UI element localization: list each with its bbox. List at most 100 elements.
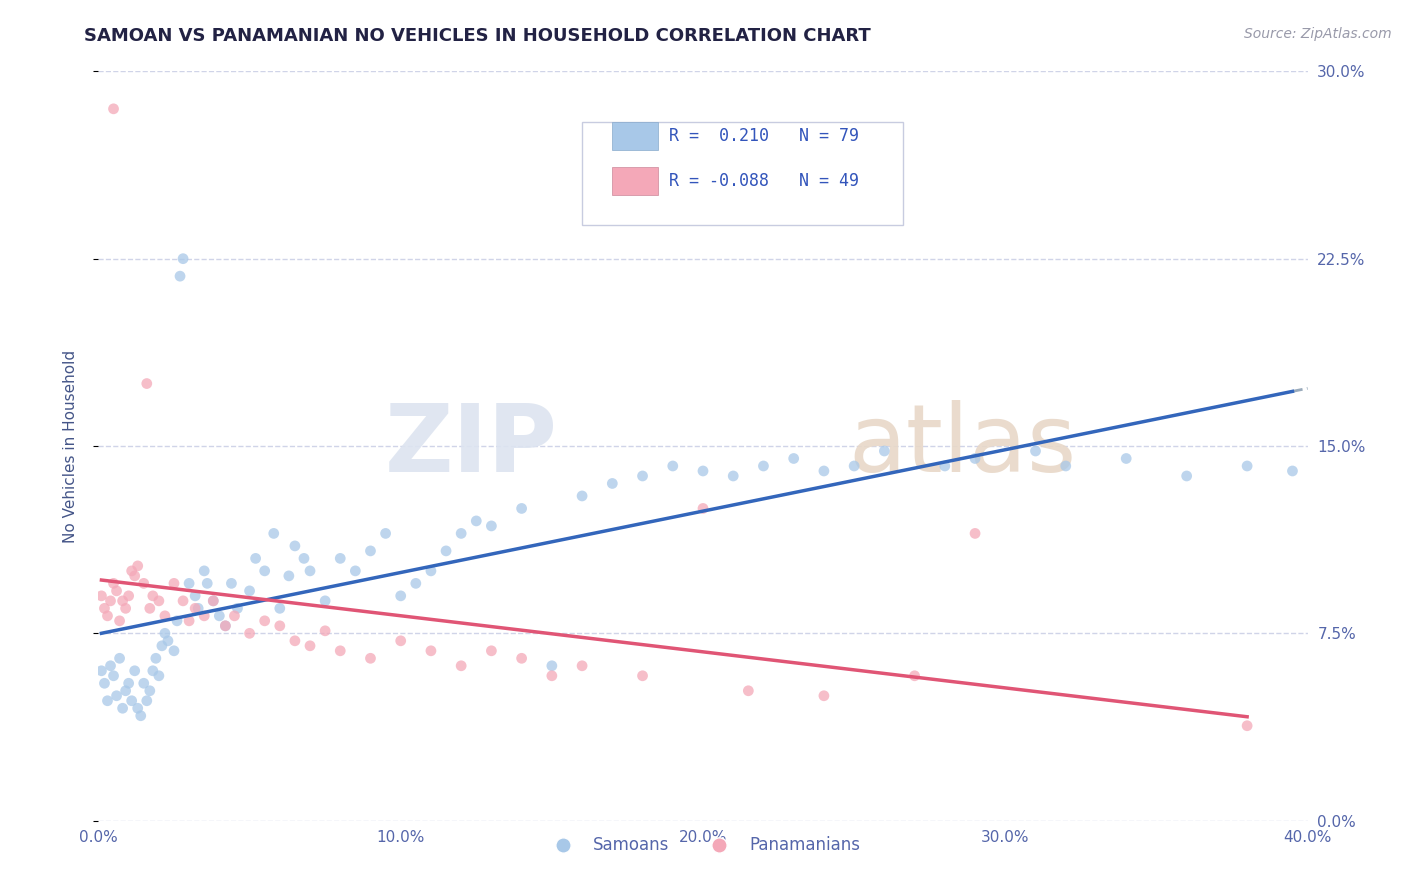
Point <box>405 576 427 591</box>
Point <box>142 589 165 603</box>
Text: Source: ZipAtlas.com: Source: ZipAtlas.com <box>1244 27 1392 41</box>
Point <box>148 594 170 608</box>
Point <box>184 601 207 615</box>
Point <box>108 651 131 665</box>
Point <box>329 644 352 658</box>
Text: atlas: atlas <box>848 400 1077 492</box>
Point <box>344 564 367 578</box>
Point <box>90 664 112 678</box>
Point <box>103 102 125 116</box>
Point <box>450 658 472 673</box>
Point <box>111 594 134 608</box>
Point <box>239 626 262 640</box>
Point <box>813 464 835 478</box>
Point <box>783 451 806 466</box>
Point <box>214 619 236 633</box>
Point <box>172 252 194 266</box>
Point <box>93 676 115 690</box>
Point <box>934 458 956 473</box>
Point <box>139 683 162 698</box>
FancyBboxPatch shape <box>582 121 903 225</box>
Point <box>100 594 122 608</box>
Point <box>163 576 186 591</box>
Text: R =  0.210   N = 79: R = 0.210 N = 79 <box>669 127 859 145</box>
Point <box>1024 444 1046 458</box>
Point <box>510 501 533 516</box>
Point <box>360 651 382 665</box>
Text: ZIP: ZIP <box>385 400 558 492</box>
Point <box>329 551 352 566</box>
Point <box>132 676 155 690</box>
Point <box>239 583 262 598</box>
Point <box>314 594 336 608</box>
Point <box>142 664 165 678</box>
Point <box>1281 464 1303 478</box>
Point <box>692 464 714 478</box>
Point <box>226 601 249 615</box>
Point <box>269 619 291 633</box>
Point <box>105 583 128 598</box>
Point <box>90 589 112 603</box>
Point <box>224 608 246 623</box>
Point <box>245 551 267 566</box>
FancyBboxPatch shape <box>613 167 658 195</box>
Point <box>150 639 173 653</box>
Point <box>465 514 488 528</box>
Point <box>420 564 443 578</box>
Point <box>111 701 134 715</box>
Point <box>135 376 157 391</box>
Point <box>284 539 307 553</box>
Point <box>420 644 443 658</box>
Point <box>169 269 191 284</box>
Point <box>602 476 624 491</box>
Point <box>124 569 146 583</box>
Point <box>965 451 987 466</box>
Point <box>269 601 291 615</box>
Point <box>187 601 209 615</box>
Point <box>752 458 775 473</box>
Point <box>904 669 927 683</box>
FancyBboxPatch shape <box>613 121 658 150</box>
Point <box>1115 451 1137 466</box>
Point <box>100 658 122 673</box>
Point <box>179 576 201 591</box>
Point <box>965 526 987 541</box>
Y-axis label: No Vehicles in Household: No Vehicles in Household <box>63 350 77 542</box>
Point <box>434 544 457 558</box>
Point <box>631 469 654 483</box>
Point <box>540 658 562 673</box>
Point <box>873 444 896 458</box>
Point <box>135 694 157 708</box>
Point <box>184 589 207 603</box>
Point <box>96 694 118 708</box>
Point <box>129 708 152 723</box>
Point <box>193 608 215 623</box>
Point <box>292 551 315 566</box>
Point <box>214 619 236 633</box>
Point <box>172 594 194 608</box>
Point <box>105 689 128 703</box>
Point <box>571 489 593 503</box>
Point <box>202 594 225 608</box>
Point <box>195 576 218 591</box>
Point <box>692 501 714 516</box>
Point <box>127 701 149 715</box>
Point <box>145 651 167 665</box>
Legend: Samoans, Panamanians: Samoans, Panamanians <box>540 830 866 861</box>
Point <box>253 614 276 628</box>
Point <box>1175 469 1198 483</box>
Point <box>96 608 118 623</box>
Point <box>481 644 503 658</box>
Point <box>118 589 141 603</box>
Point <box>208 608 231 623</box>
Point <box>148 669 170 683</box>
Point <box>277 569 299 583</box>
Point <box>389 589 412 603</box>
Point <box>121 694 143 708</box>
Point <box>299 564 322 578</box>
Point <box>1236 458 1258 473</box>
Point <box>631 669 654 683</box>
Point <box>179 614 201 628</box>
Point <box>540 669 562 683</box>
Point <box>221 576 243 591</box>
